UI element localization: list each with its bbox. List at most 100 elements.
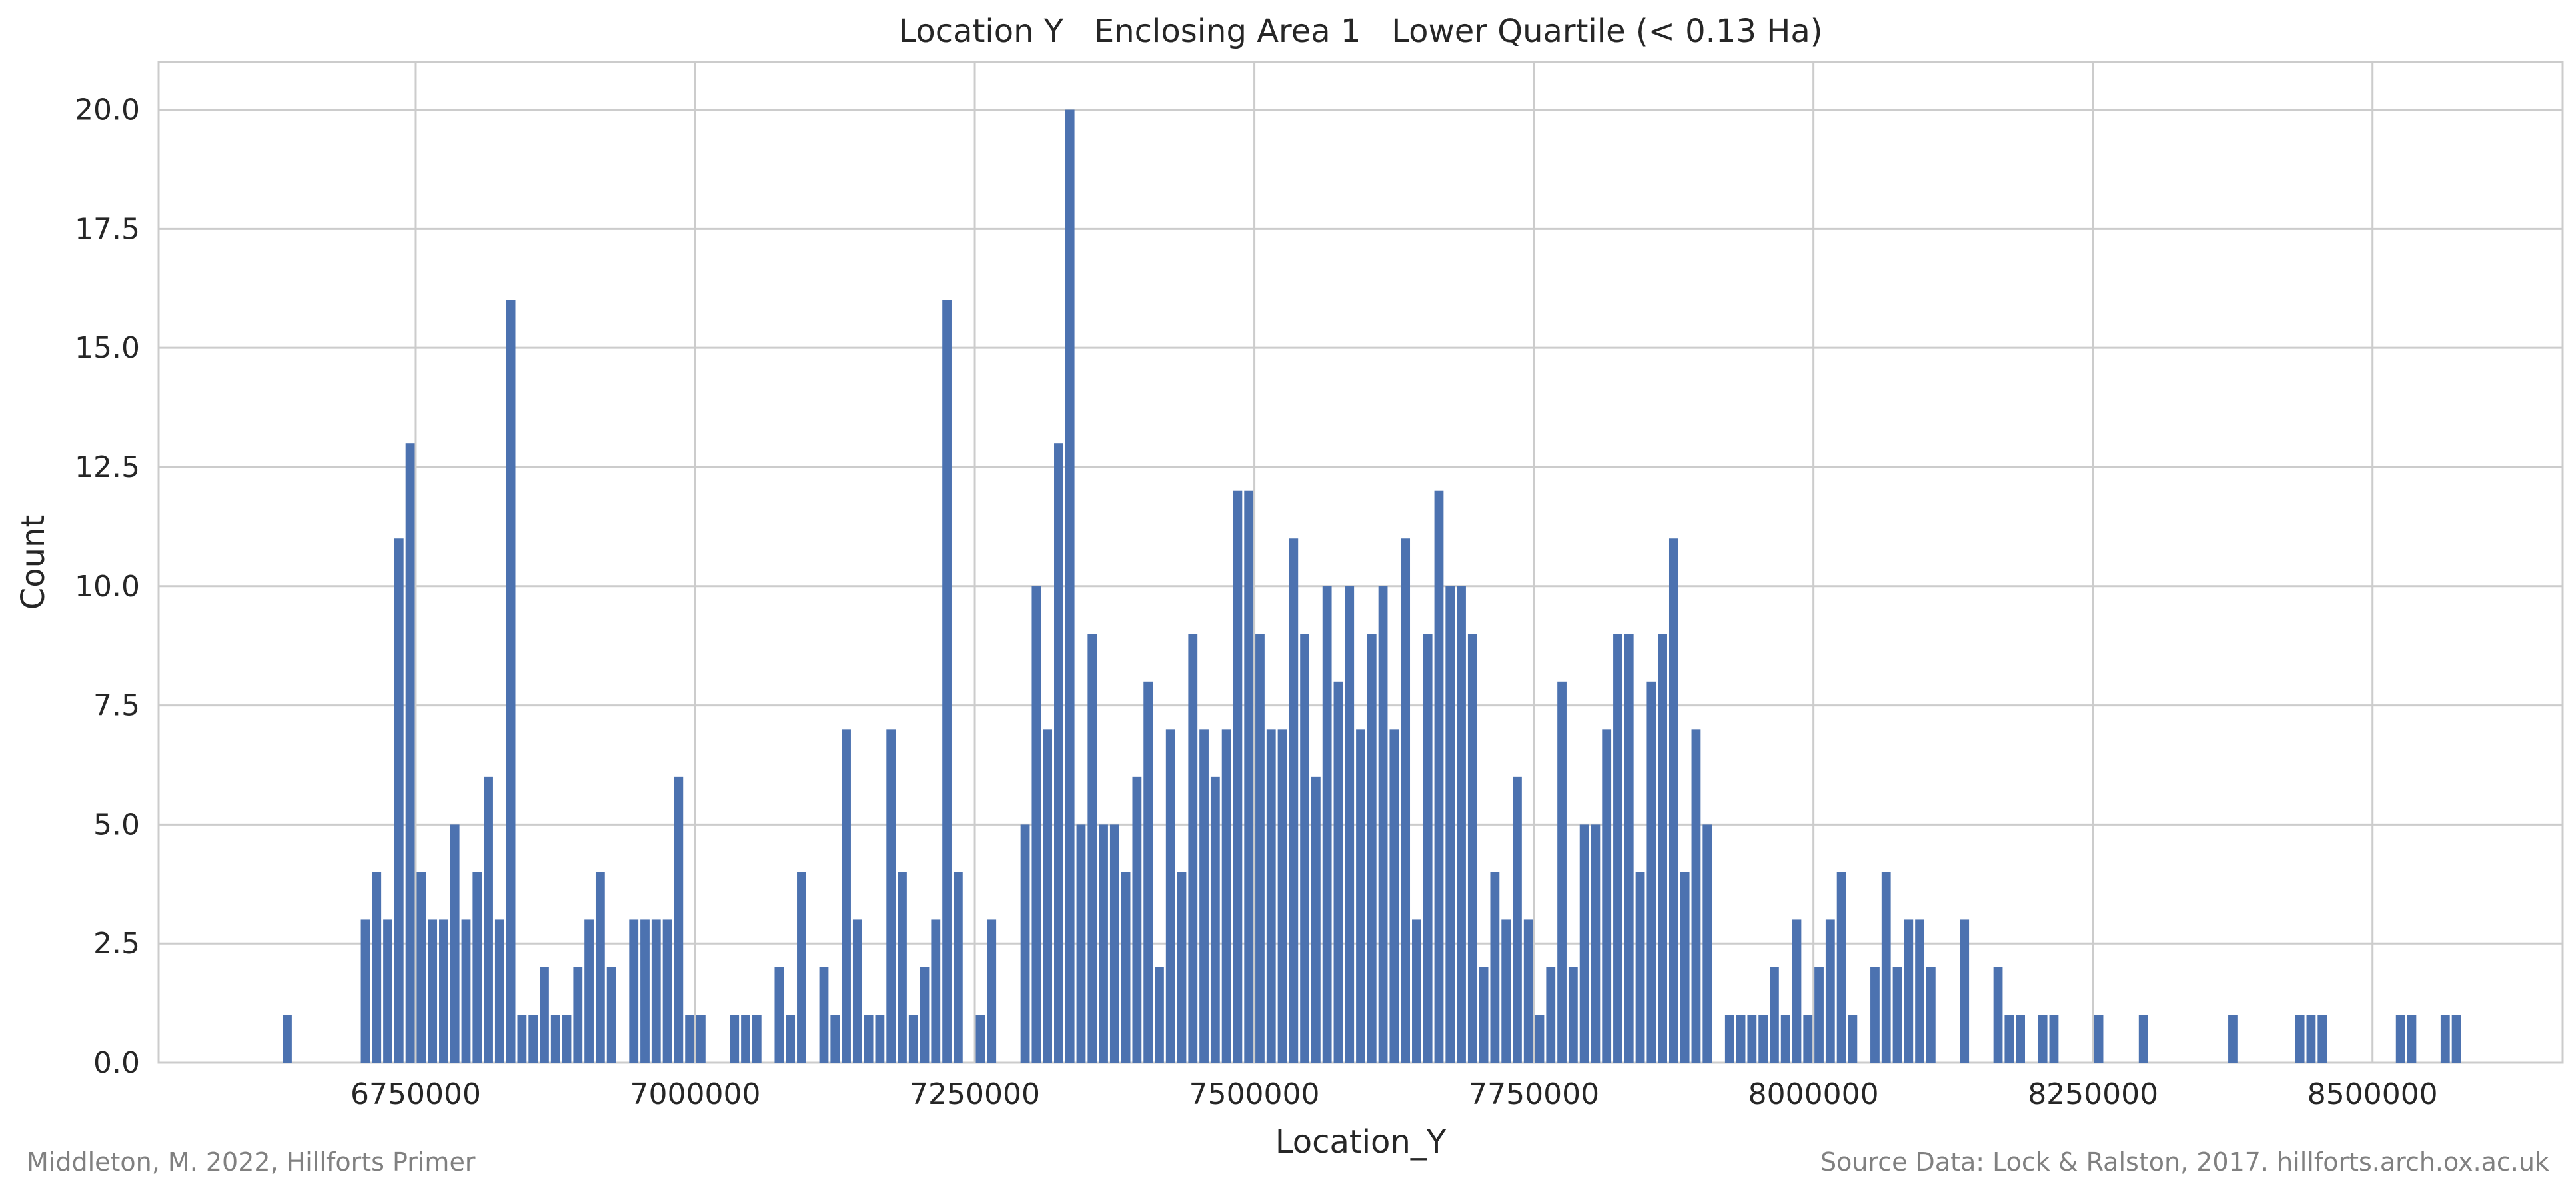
histogram-bar — [797, 872, 806, 1063]
histogram-bar — [528, 1015, 538, 1063]
histogram-bar — [1579, 824, 1589, 1063]
histogram-bar — [662, 919, 672, 1063]
histogram-bar — [931, 919, 941, 1063]
histogram-bar — [1043, 729, 1053, 1063]
histogram-bar — [2049, 1015, 2059, 1063]
histogram-bar — [1065, 109, 1075, 1063]
histogram-bar — [1109, 824, 1119, 1063]
histogram-bar — [1702, 824, 1712, 1063]
histogram-bar — [730, 1015, 740, 1063]
histogram-bar — [405, 443, 415, 1063]
histogram-bar — [606, 967, 616, 1063]
histogram-bar — [360, 919, 370, 1063]
histogram-bar — [1210, 776, 1220, 1063]
histogram-bar — [1624, 634, 1634, 1063]
histogram-bar — [1568, 967, 1578, 1063]
histogram-bar — [394, 538, 404, 1063]
chart-title: Location Y Enclosing Area 1 Lower Quarti… — [899, 13, 1823, 50]
histogram-bar — [2407, 1015, 2417, 1063]
grid-lines — [159, 62, 2563, 1064]
histogram-bar — [1322, 586, 1332, 1063]
histogram-bar — [494, 919, 504, 1063]
x-tick-label: 7000000 — [630, 1077, 761, 1111]
histogram-bar — [573, 967, 583, 1063]
histogram-bar — [283, 1015, 292, 1063]
histogram-bar — [1356, 729, 1365, 1063]
histogram-bar — [2004, 1015, 2014, 1063]
histogram-bar — [383, 919, 392, 1063]
histogram-bar — [774, 967, 784, 1063]
x-tick-label: 7750000 — [1469, 1077, 1599, 1111]
histogram-bar — [1277, 729, 1287, 1063]
histogram-bar — [1199, 729, 1209, 1063]
histogram-bar — [1892, 967, 1902, 1063]
histogram-bar — [2440, 1015, 2450, 1063]
histogram-bar — [1926, 967, 1936, 1063]
histogram-bar — [1255, 634, 1265, 1063]
histogram-bar — [584, 919, 594, 1063]
histogram-bar — [987, 919, 997, 1063]
histogram-bar — [1546, 967, 1556, 1063]
histogram-bar — [1513, 776, 1522, 1063]
histogram-bar — [2295, 1015, 2305, 1063]
histogram-bar — [1870, 967, 1880, 1063]
histogram-bar — [1490, 872, 1500, 1063]
histogram-bar — [1401, 538, 1411, 1063]
histogram-bar — [2306, 1015, 2316, 1063]
histogram-bar — [2228, 1015, 2238, 1063]
histogram-bar — [752, 1015, 762, 1063]
histogram-bar — [886, 729, 896, 1063]
histogram-bar — [1960, 919, 1970, 1063]
histogram-bar — [1736, 1015, 1746, 1063]
histogram-bar — [1792, 919, 1802, 1063]
histogram-bar — [819, 967, 829, 1063]
histogram-bar — [1758, 1015, 1768, 1063]
histogram-bar — [595, 872, 605, 1063]
histogram-bar — [629, 919, 639, 1063]
histogram-bar — [741, 1015, 750, 1063]
histogram-bar — [1635, 872, 1645, 1063]
histogram-bar — [1099, 824, 1108, 1063]
histogram-bar — [1020, 824, 1030, 1063]
histogram-bar — [1244, 490, 1254, 1063]
histogram-bar — [674, 776, 684, 1063]
histogram-bar — [461, 919, 471, 1063]
histogram-bar — [1031, 586, 1041, 1063]
histogram-bar — [2451, 1015, 2461, 1063]
histogram-bar — [506, 300, 516, 1063]
histogram-bar — [1602, 729, 1612, 1063]
histogram-bar — [1780, 1015, 1790, 1063]
histogram-bar — [1814, 967, 1824, 1063]
y-tick-label: 12.5 — [75, 450, 140, 484]
histogram-bar — [908, 1015, 918, 1063]
histogram-bar — [1054, 443, 1063, 1063]
histogram-bar — [1233, 490, 1243, 1063]
y-tick-labels: 0.0 2.5 5.0 7.5 10.0 12.5 15.0 17.5 20.0 — [75, 93, 140, 1080]
histogram-bar — [1646, 681, 1656, 1063]
histogram-bar — [1300, 634, 1309, 1063]
histogram-bar — [1836, 872, 1846, 1063]
histogram-bar — [1668, 538, 1678, 1063]
x-tick-label: 7250000 — [910, 1077, 1040, 1111]
histogram-bar — [1266, 729, 1276, 1063]
histogram-bar — [864, 1015, 874, 1063]
histogram-bar — [1523, 919, 1533, 1063]
histogram-bar — [1691, 729, 1701, 1063]
x-tick-label: 8500000 — [2307, 1077, 2438, 1111]
histogram-bar — [2038, 1015, 2048, 1063]
histogram-bar — [942, 300, 952, 1063]
y-tick-label: 7.5 — [93, 689, 140, 723]
histogram-bar — [830, 1015, 840, 1063]
histogram-bar — [1345, 586, 1355, 1063]
histogram-bar — [685, 1015, 695, 1063]
histogram-bar — [1289, 538, 1299, 1063]
histogram-bar — [1770, 967, 1779, 1063]
y-tick-label: 5.0 — [93, 808, 140, 842]
histogram-bar — [975, 1015, 985, 1063]
y-axis-title: Count — [15, 515, 52, 610]
histogram-bar — [2094, 1015, 2104, 1063]
histogram-bar — [1680, 872, 1690, 1063]
histogram-bar — [1087, 634, 1097, 1063]
x-tick-labels: 6750000 7000000 7250000 7500000 7750000 80000… — [350, 1077, 2438, 1111]
